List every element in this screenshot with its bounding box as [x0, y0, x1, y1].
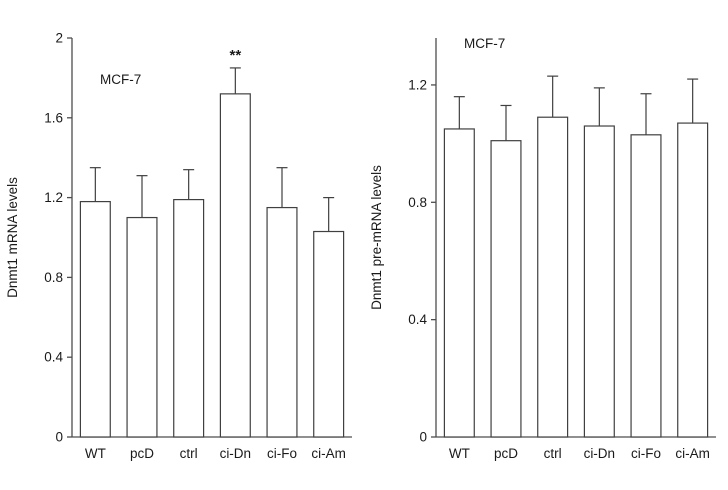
significance-annotation: ** — [229, 47, 241, 64]
y-tick-label: 0.8 — [44, 270, 63, 285]
chart-title: MCF-7 — [464, 36, 505, 51]
y-tick-label: 0.4 — [408, 312, 427, 327]
y-axis-label: Dnmt1 mRNA levels — [5, 177, 20, 298]
y-tick-label: 1.2 — [44, 190, 63, 205]
y-tick-label: 1.6 — [44, 110, 63, 125]
y-tick-label: 0.8 — [408, 195, 427, 210]
x-category-label-WT: WT — [449, 446, 470, 461]
x-category-label-pcD: pcD — [130, 446, 154, 461]
y-tick-label: 0 — [55, 430, 63, 445]
chart-canvas-pre-mrna: 0 0.4 0.8 1.2 Dnmt1 pre-mRNA levels MCF-7 WT pc… — [369, 36, 716, 461]
bar-WT — [79, 200, 111, 438]
bar-pcD — [490, 140, 522, 438]
x-category-label-pcD: pcD — [494, 446, 518, 461]
x-category-label-ci-Am: ci-Am — [675, 446, 710, 461]
chart-title: MCF-7 — [100, 72, 141, 87]
chart-canvas-mrna: 0 0.4 0.8 1.2 1.6 2 Dnmt1 mRNA levels MCF-7 WT pc… — [5, 31, 352, 461]
chart-dnmt1-pre-mrna: 0 0.4 0.8 1.2 Dnmt1 pre-mRNA levels MCF-7 WT pc… — [364, 0, 728, 490]
bar-WT — [443, 128, 475, 438]
y-axis-label: Dnmt1 pre-mRNA levels — [369, 165, 384, 310]
bar-ci-Fo — [266, 206, 298, 438]
y-tick-label: 0 — [419, 430, 427, 445]
x-category-label-ci-Fo: ci-Fo — [267, 446, 297, 461]
x-category-label-WT: WT — [85, 446, 106, 461]
bar-ci-Fo — [630, 134, 662, 438]
bar-ci-Am — [313, 230, 345, 438]
x-category-label-ci-Am: ci-Am — [311, 446, 346, 461]
bar-ci-Am — [677, 122, 709, 438]
x-category-label-ctrl: ctrl — [180, 446, 198, 461]
x-category-label-ci-Fo: ci-Fo — [631, 446, 661, 461]
y-tick-label: 0.4 — [44, 350, 63, 365]
x-category-label-ctrl: ctrl — [544, 446, 562, 461]
chart-dnmt1-mrna: 0 0.4 0.8 1.2 1.6 2 Dnmt1 mRNA levels MCF-7 WT pc… — [5, 31, 352, 461]
x-category-label-ci-Dn: ci-Dn — [584, 446, 616, 461]
bar-pcD — [126, 216, 158, 438]
bar-ci-Dn — [219, 93, 251, 438]
bar-ctrl — [173, 198, 205, 438]
y-tick-label: 2 — [55, 31, 63, 46]
bar-ctrl — [537, 116, 569, 438]
bar-ci-Dn — [583, 125, 615, 438]
y-tick-label: 1.2 — [408, 77, 427, 92]
x-category-label-ci-Dn: ci-Dn — [220, 446, 252, 461]
